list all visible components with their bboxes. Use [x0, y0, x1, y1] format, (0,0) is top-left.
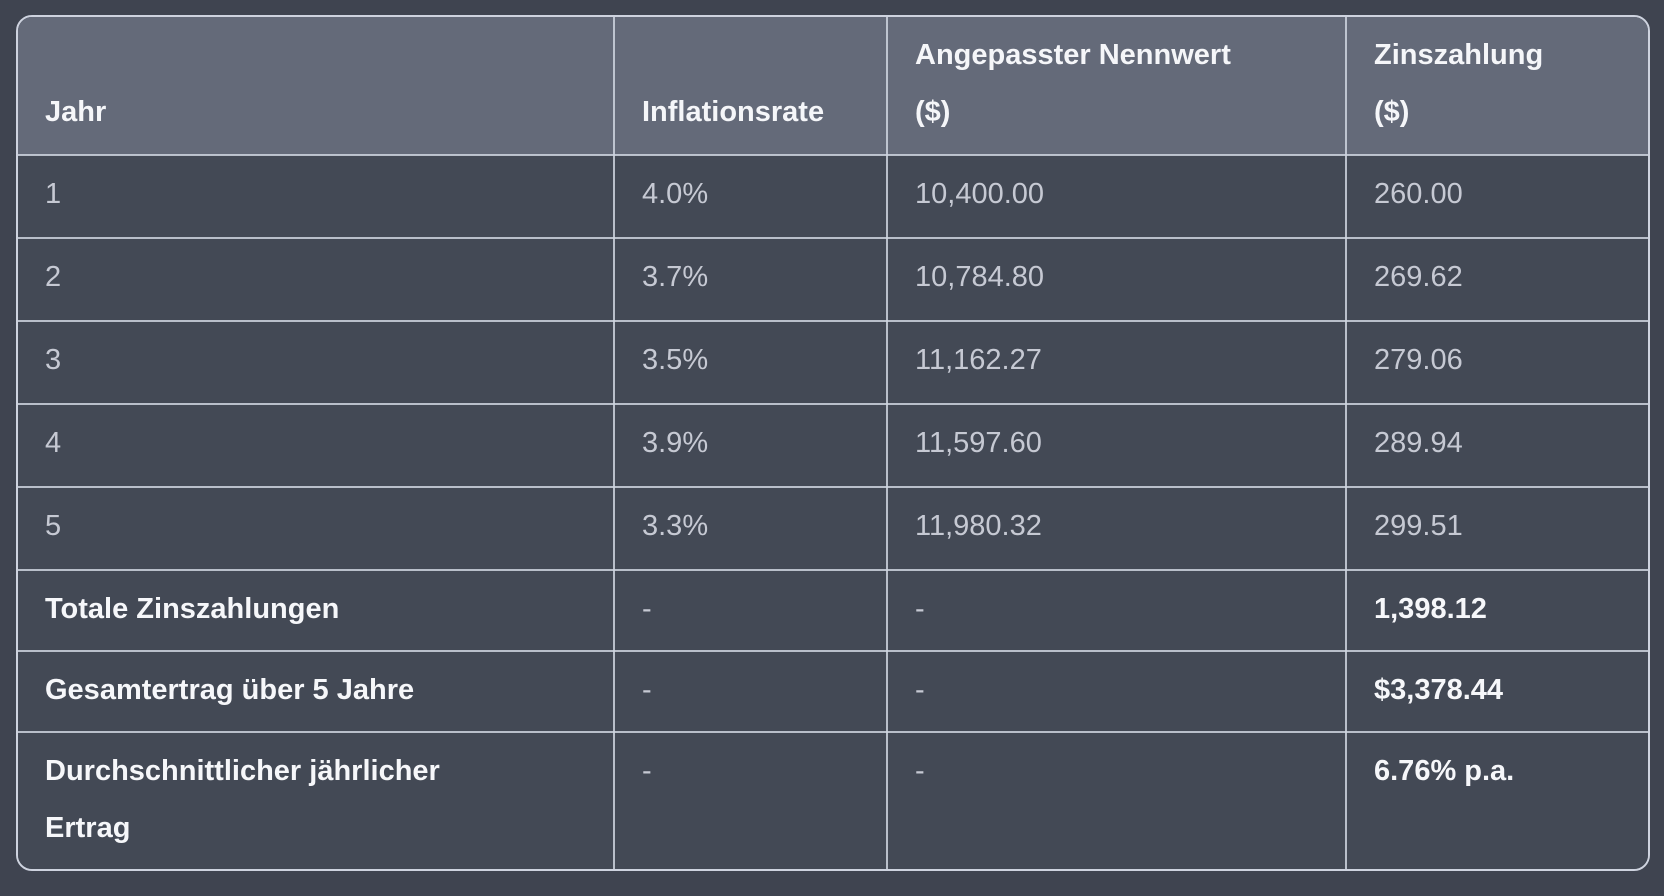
table-row-year-3: 3 3.5% 11,162.27 279.06: [18, 320, 1648, 406]
cell-inflation-rate: 3.3%: [613, 486, 888, 572]
summary-label-average-annual-return: Durchschnittlicher jährlicher Ertrag: [18, 731, 615, 869]
cell-dash: -: [886, 731, 1347, 869]
cell-interest-payment: 260.00: [1345, 154, 1648, 240]
summary-label-total-interest: Totale Zinszahlungen: [18, 569, 615, 653]
cell-year: 5: [18, 486, 615, 572]
cell-inflation-rate: 3.7%: [613, 237, 888, 323]
summary-value-average-annual-return: 6.76% p.a.: [1345, 731, 1648, 869]
table-row-year-1: 1 4.0% 10,400.00 260.00: [18, 154, 1648, 240]
column-header-inflationsrate: Inflationsrate: [613, 17, 888, 157]
cell-dash: -: [886, 569, 1347, 653]
inflation-bond-table: Jahr Inflationsrate Angepasster Nennwert…: [16, 15, 1650, 871]
table-row-year-5: 5 3.3% 11,980.32 299.51: [18, 486, 1648, 572]
cell-dash: -: [613, 650, 888, 734]
table-row-total-return: Gesamtertrag über 5 Jahre - - $3,378.44: [18, 650, 1648, 734]
cell-dash: -: [613, 731, 888, 869]
column-header-zinszahlung: Zinszahlung ($): [1345, 17, 1648, 157]
header-row: Jahr Inflationsrate Angepasster Nennwert…: [18, 17, 1648, 157]
cell-year: 1: [18, 154, 615, 240]
cell-interest-payment: 269.62: [1345, 237, 1648, 323]
cell-adjusted-nominal: 11,162.27: [886, 320, 1347, 406]
cell-adjusted-nominal: 10,784.80: [886, 237, 1347, 323]
cell-adjusted-nominal: 11,597.60: [886, 403, 1347, 489]
table-row-total-interest: Totale Zinszahlungen - - 1,398.12: [18, 569, 1648, 653]
cell-year: 4: [18, 403, 615, 489]
cell-interest-payment: 279.06: [1345, 320, 1648, 406]
column-header-jahr: Jahr: [18, 17, 615, 157]
cell-adjusted-nominal: 10,400.00: [886, 154, 1347, 240]
data-table: Jahr Inflationsrate Angepasster Nennwert…: [18, 17, 1648, 869]
column-header-angepasster-nennwert: Angepasster Nennwert ($): [886, 17, 1347, 157]
cell-year: 2: [18, 237, 615, 323]
summary-label-total-return: Gesamtertrag über 5 Jahre: [18, 650, 615, 734]
cell-dash: -: [886, 650, 1347, 734]
cell-inflation-rate: 3.5%: [613, 320, 888, 406]
cell-adjusted-nominal: 11,980.32: [886, 486, 1347, 572]
summary-value-total-interest: 1,398.12: [1345, 569, 1648, 653]
cell-dash: -: [613, 569, 888, 653]
cell-inflation-rate: 3.9%: [613, 403, 888, 489]
table-row-year-4: 4 3.9% 11,597.60 289.94: [18, 403, 1648, 489]
cell-interest-payment: 299.51: [1345, 486, 1648, 572]
cell-interest-payment: 289.94: [1345, 403, 1648, 489]
table-row-average-annual-return: Durchschnittlicher jährlicher Ertrag - -…: [18, 731, 1648, 869]
cell-year: 3: [18, 320, 615, 406]
cell-inflation-rate: 4.0%: [613, 154, 888, 240]
table-row-year-2: 2 3.7% 10,784.80 269.62: [18, 237, 1648, 323]
summary-value-total-return: $3,378.44: [1345, 650, 1648, 734]
